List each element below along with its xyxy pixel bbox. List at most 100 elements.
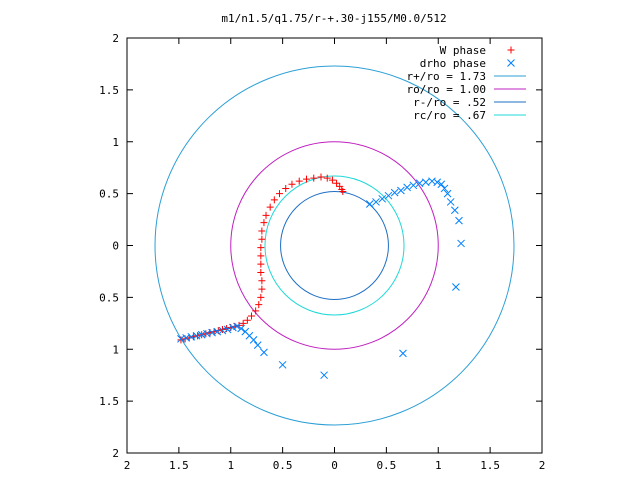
w-phase-point bbox=[276, 190, 284, 198]
w-phase-point bbox=[177, 336, 185, 344]
drho-phase-point bbox=[452, 283, 460, 291]
x-tick-label: 1.5 bbox=[480, 459, 500, 472]
drho-phase-point bbox=[455, 216, 463, 225]
drho-phase-point bbox=[440, 184, 449, 193]
w-phase-point bbox=[257, 268, 265, 276]
w-phase-point bbox=[252, 307, 260, 315]
y-tick-label: 2 bbox=[112, 447, 119, 460]
drho-phase-point bbox=[421, 178, 430, 187]
drho-phase-point bbox=[223, 325, 232, 334]
w-phase-point bbox=[302, 175, 310, 183]
drho-phase-point bbox=[437, 180, 446, 189]
drho-phase-point bbox=[403, 183, 411, 192]
series-drho-phase bbox=[177, 177, 465, 380]
w-phase-point bbox=[255, 301, 263, 309]
x-tick-label: 1.5 bbox=[169, 459, 189, 472]
w-phase-point bbox=[257, 244, 265, 252]
w-phase-point bbox=[282, 184, 290, 192]
y-tick-label: 1 bbox=[112, 343, 119, 356]
w-phase-point bbox=[317, 173, 325, 181]
w-phase-point bbox=[258, 277, 266, 285]
drho-phase-point bbox=[378, 194, 387, 203]
legend-cross-marker bbox=[507, 59, 515, 67]
drho-phase-point bbox=[365, 200, 374, 208]
w-phase-point bbox=[333, 179, 341, 187]
legend-label: r-/ro = .52 bbox=[413, 96, 486, 109]
legend-label: r+/ro = 1.73 bbox=[407, 70, 486, 83]
w-phase-point bbox=[257, 293, 265, 301]
circle-rro bbox=[154, 65, 515, 426]
w-phase-point bbox=[185, 334, 193, 342]
drho-phase-point bbox=[253, 341, 262, 349]
drho-phase-point bbox=[233, 322, 241, 331]
w-phase-point bbox=[235, 321, 243, 329]
drho-phase-point bbox=[237, 324, 245, 333]
x-tick-label: 0 bbox=[331, 459, 338, 472]
w-phase-point bbox=[328, 176, 336, 184]
w-phase-point bbox=[258, 227, 266, 235]
drho-phase-point bbox=[260, 348, 268, 357]
y-tick-label: 1.5 bbox=[99, 395, 119, 408]
legend-label: ro/ro = 1.00 bbox=[407, 83, 486, 96]
w-phase-point bbox=[239, 319, 247, 327]
series-layer bbox=[177, 173, 465, 380]
w-phase-point bbox=[266, 203, 274, 211]
w-phase-point bbox=[243, 316, 251, 324]
legend-plus-marker bbox=[507, 46, 515, 54]
drho-phase-point bbox=[390, 188, 399, 197]
drho-phase-point bbox=[446, 198, 455, 206]
y-tick-label: 1.5 bbox=[99, 84, 119, 97]
w-phase-point bbox=[248, 312, 255, 320]
w-phase-point bbox=[210, 328, 218, 336]
w-phase-point bbox=[288, 180, 296, 188]
x-tick-label: 0.5 bbox=[273, 459, 293, 472]
drho-phase-point bbox=[415, 179, 424, 188]
w-phase-point bbox=[218, 326, 226, 334]
drho-phase-point bbox=[397, 186, 405, 195]
w-phase-point bbox=[295, 177, 303, 185]
w-phase-point bbox=[258, 235, 266, 243]
drho-phase-point bbox=[443, 189, 452, 198]
circle-roro bbox=[230, 141, 439, 350]
w-phase-point bbox=[257, 260, 265, 268]
x-tick-label: 2 bbox=[539, 459, 546, 472]
drho-phase-point bbox=[278, 360, 287, 369]
w-phase-point bbox=[257, 252, 265, 260]
y-tick-label: 1 bbox=[112, 136, 119, 149]
legend-label: drho phase bbox=[420, 57, 486, 70]
drho-phase-point bbox=[249, 336, 258, 344]
chart-title: m1/n1.5/q1.75/r-+.30-j155/M0.0/512 bbox=[221, 12, 446, 25]
circle-rcro bbox=[264, 175, 405, 316]
legend-label: rc/ro = .67 bbox=[413, 109, 486, 122]
w-phase-point bbox=[310, 174, 318, 182]
legend-label: W phase bbox=[440, 44, 486, 57]
series-w-phase bbox=[177, 173, 347, 344]
drho-phase-point bbox=[428, 177, 436, 186]
drho-phase-point bbox=[457, 239, 465, 248]
w-phase-point bbox=[270, 196, 278, 204]
y-tick-label: 2 bbox=[112, 32, 119, 45]
x-tick-label: 1 bbox=[435, 459, 442, 472]
w-phase-point bbox=[258, 285, 266, 293]
drho-phase-point bbox=[372, 198, 380, 206]
y-tick-label: 0 bbox=[112, 240, 119, 253]
circle-rro bbox=[280, 191, 389, 300]
x-tick-label: 2 bbox=[124, 459, 131, 472]
drho-phase-point bbox=[409, 181, 418, 190]
w-phase-point bbox=[262, 211, 270, 219]
drho-phase-point bbox=[433, 178, 442, 187]
x-tick-label: 0.5 bbox=[376, 459, 396, 472]
ticks-layer: 2 1.5 1 0.5 0 0.5 1 1.5 221.510.500.511.52 bbox=[99, 32, 545, 472]
drho-phase-point bbox=[399, 349, 407, 358]
y-tick-label: 0.5 bbox=[99, 188, 119, 201]
w-phase-point bbox=[339, 188, 347, 196]
w-phase-point bbox=[194, 332, 202, 340]
y-tick-label: 0.5 bbox=[99, 291, 119, 304]
circles-layer bbox=[154, 65, 515, 426]
drho-phase-point bbox=[384, 191, 393, 200]
drho-phase-point bbox=[320, 371, 328, 380]
w-phase-point bbox=[323, 174, 331, 182]
x-tick-label: 1 bbox=[227, 459, 234, 472]
